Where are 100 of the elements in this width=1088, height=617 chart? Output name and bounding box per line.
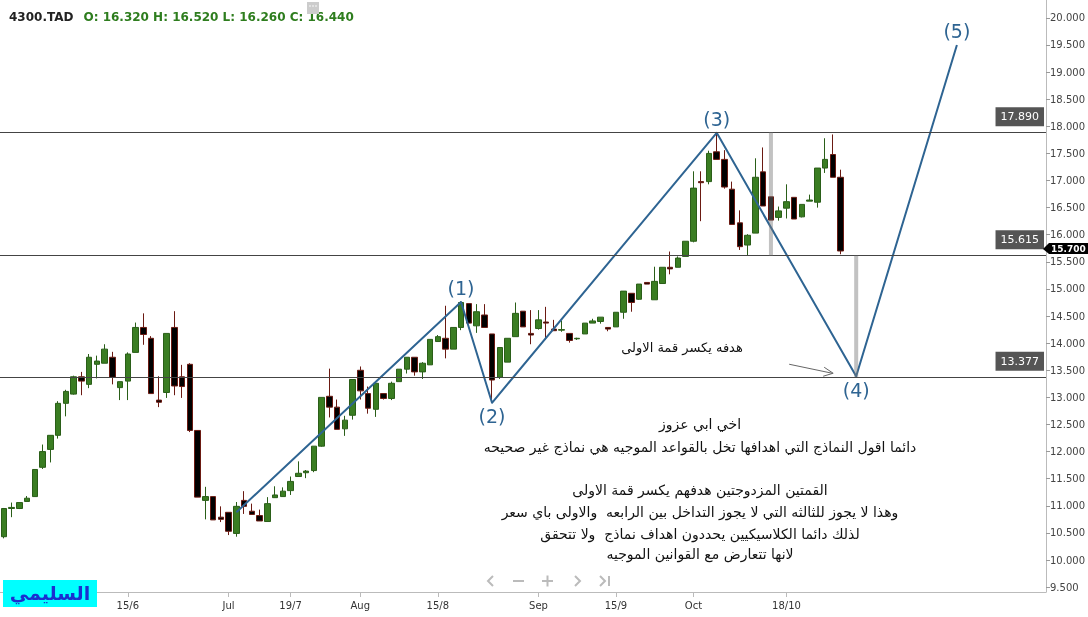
text: 15.700 (1051, 244, 1086, 254)
candlestick (775, 206, 782, 222)
y-tick-label: 10.500 (1050, 527, 1086, 539)
y-tick-label: 13.500 (1050, 364, 1086, 376)
y-tick-label: 16.000 (1050, 229, 1086, 241)
candlestick (349, 378, 356, 421)
candlestick (528, 309, 534, 345)
candlestick (543, 306, 549, 340)
candlestick (342, 415, 348, 437)
candlestick (729, 181, 735, 225)
candlestick (380, 393, 387, 401)
y-tick-label: 17.000 (1050, 175, 1086, 187)
candlestick (558, 319, 565, 333)
y-tick-label: 18.500 (1050, 93, 1086, 105)
annotation: لذلك دائما الكلاسيكيين يحددون اهداف نماذج ولا تتحقق (539, 526, 861, 542)
candlestick (605, 326, 611, 332)
x-tick-label: 15/8 (426, 599, 450, 611)
y-tick-label: 12.500 (1050, 418, 1086, 430)
y-tick-label: 13.000 (1050, 391, 1086, 403)
y-tick-label: 15.500 (1050, 256, 1086, 268)
x-tick-label: 19/7 (279, 599, 302, 611)
candlestick (373, 382, 379, 418)
candlestick (109, 351, 116, 385)
candlestick (140, 312, 147, 346)
x-tick-label: 15/9 (604, 599, 628, 611)
candlestick (698, 170, 704, 222)
candlestick (396, 368, 402, 383)
y-tick-label: 14.000 (1050, 337, 1086, 349)
y-tick-label: 9.500 (1050, 581, 1079, 593)
annotation: هدفه يكسر قمة الاولى (621, 340, 744, 356)
candlestick (628, 292, 635, 313)
candlestick (566, 332, 573, 344)
candlestick (210, 496, 216, 521)
candlestick (768, 196, 774, 221)
annotation: وهذا لا يجوز للثالثه التي لا يجوز التداخل بين الرابعه والاولى باي سعر (500, 504, 900, 520)
candlestick (752, 157, 759, 234)
x-tick-label: Aug (350, 599, 371, 611)
y-tick-label: 14.500 (1050, 310, 1086, 322)
y-tick-label: 11.000 (1050, 500, 1086, 512)
candlestick (512, 302, 519, 338)
y-tick-label: 20.000 (1050, 12, 1086, 24)
y-tick-label: 11.500 (1050, 473, 1086, 485)
candlestick (388, 381, 395, 401)
candlestick (481, 303, 488, 328)
candlestick (799, 203, 805, 218)
candlestick (202, 486, 209, 520)
candlestick (249, 503, 255, 515)
candlestick (744, 233, 751, 256)
y-tick-label: 19.500 (1050, 39, 1086, 51)
ref-line-label: 15.615 (1000, 233, 1040, 247)
y-tick-label: 17.500 (1050, 147, 1086, 159)
candlestick (272, 485, 278, 499)
candlestick (473, 303, 480, 334)
ref-line-label: 17.890 (1000, 110, 1040, 124)
candlestick (404, 356, 410, 375)
candlestick (706, 150, 712, 185)
y-tick-label: 18.000 (1050, 120, 1086, 132)
ref-line-label: 13.377 (1000, 354, 1040, 368)
candlestick (39, 444, 46, 470)
candlestick (156, 375, 162, 408)
candlestick (644, 281, 650, 285)
x-tick-label: Oct (684, 599, 703, 611)
candlestick (667, 251, 673, 275)
text: 4300.TAD (9, 10, 74, 24)
y-tick-label: 15.000 (1050, 283, 1086, 295)
candlestick (86, 353, 92, 389)
candlestick (24, 495, 30, 502)
candlestick (535, 309, 542, 331)
candlestick (287, 476, 294, 496)
candlestick (520, 310, 526, 328)
y-tick-label: 19.000 (1050, 66, 1086, 78)
candlestick (411, 356, 418, 377)
candlestick (760, 146, 766, 207)
candlestick (132, 322, 139, 353)
candlestick (148, 335, 154, 395)
x-tick-label: 15/6 (116, 599, 140, 611)
candlestick (125, 351, 131, 401)
x-tick-label: Sep (529, 599, 548, 611)
y-tick-label: 16.500 (1050, 202, 1086, 214)
candlestick (303, 469, 309, 479)
candlestick (636, 283, 642, 301)
candlestick (256, 509, 263, 522)
candlestick (675, 255, 681, 268)
annotation: (5) (943, 20, 971, 43)
annotation: (2) (478, 405, 506, 428)
x-tick-label: Jul (221, 599, 235, 611)
annotation: اخي ابي عزوز (658, 416, 742, 432)
annotation: دائما اقول النماذج التي اهدافها تخل بالقواعد الموجيه هي نماذج غير صحيحه (482, 439, 918, 455)
candlestick (163, 332, 170, 399)
y-tick-label: 12.000 (1050, 446, 1086, 458)
annotation: لانها تتعارض مع القوانين الموجيه (605, 546, 795, 562)
candlestick (264, 496, 271, 523)
y-tick-label: 10.000 (1050, 554, 1086, 566)
candlestick (466, 303, 472, 324)
candlestick (791, 196, 797, 220)
annotation: (3) (703, 108, 731, 131)
candlestick (32, 468, 38, 498)
annotation: (4) (842, 378, 870, 401)
annotation: (1) (447, 277, 475, 300)
candlestick (737, 209, 743, 251)
